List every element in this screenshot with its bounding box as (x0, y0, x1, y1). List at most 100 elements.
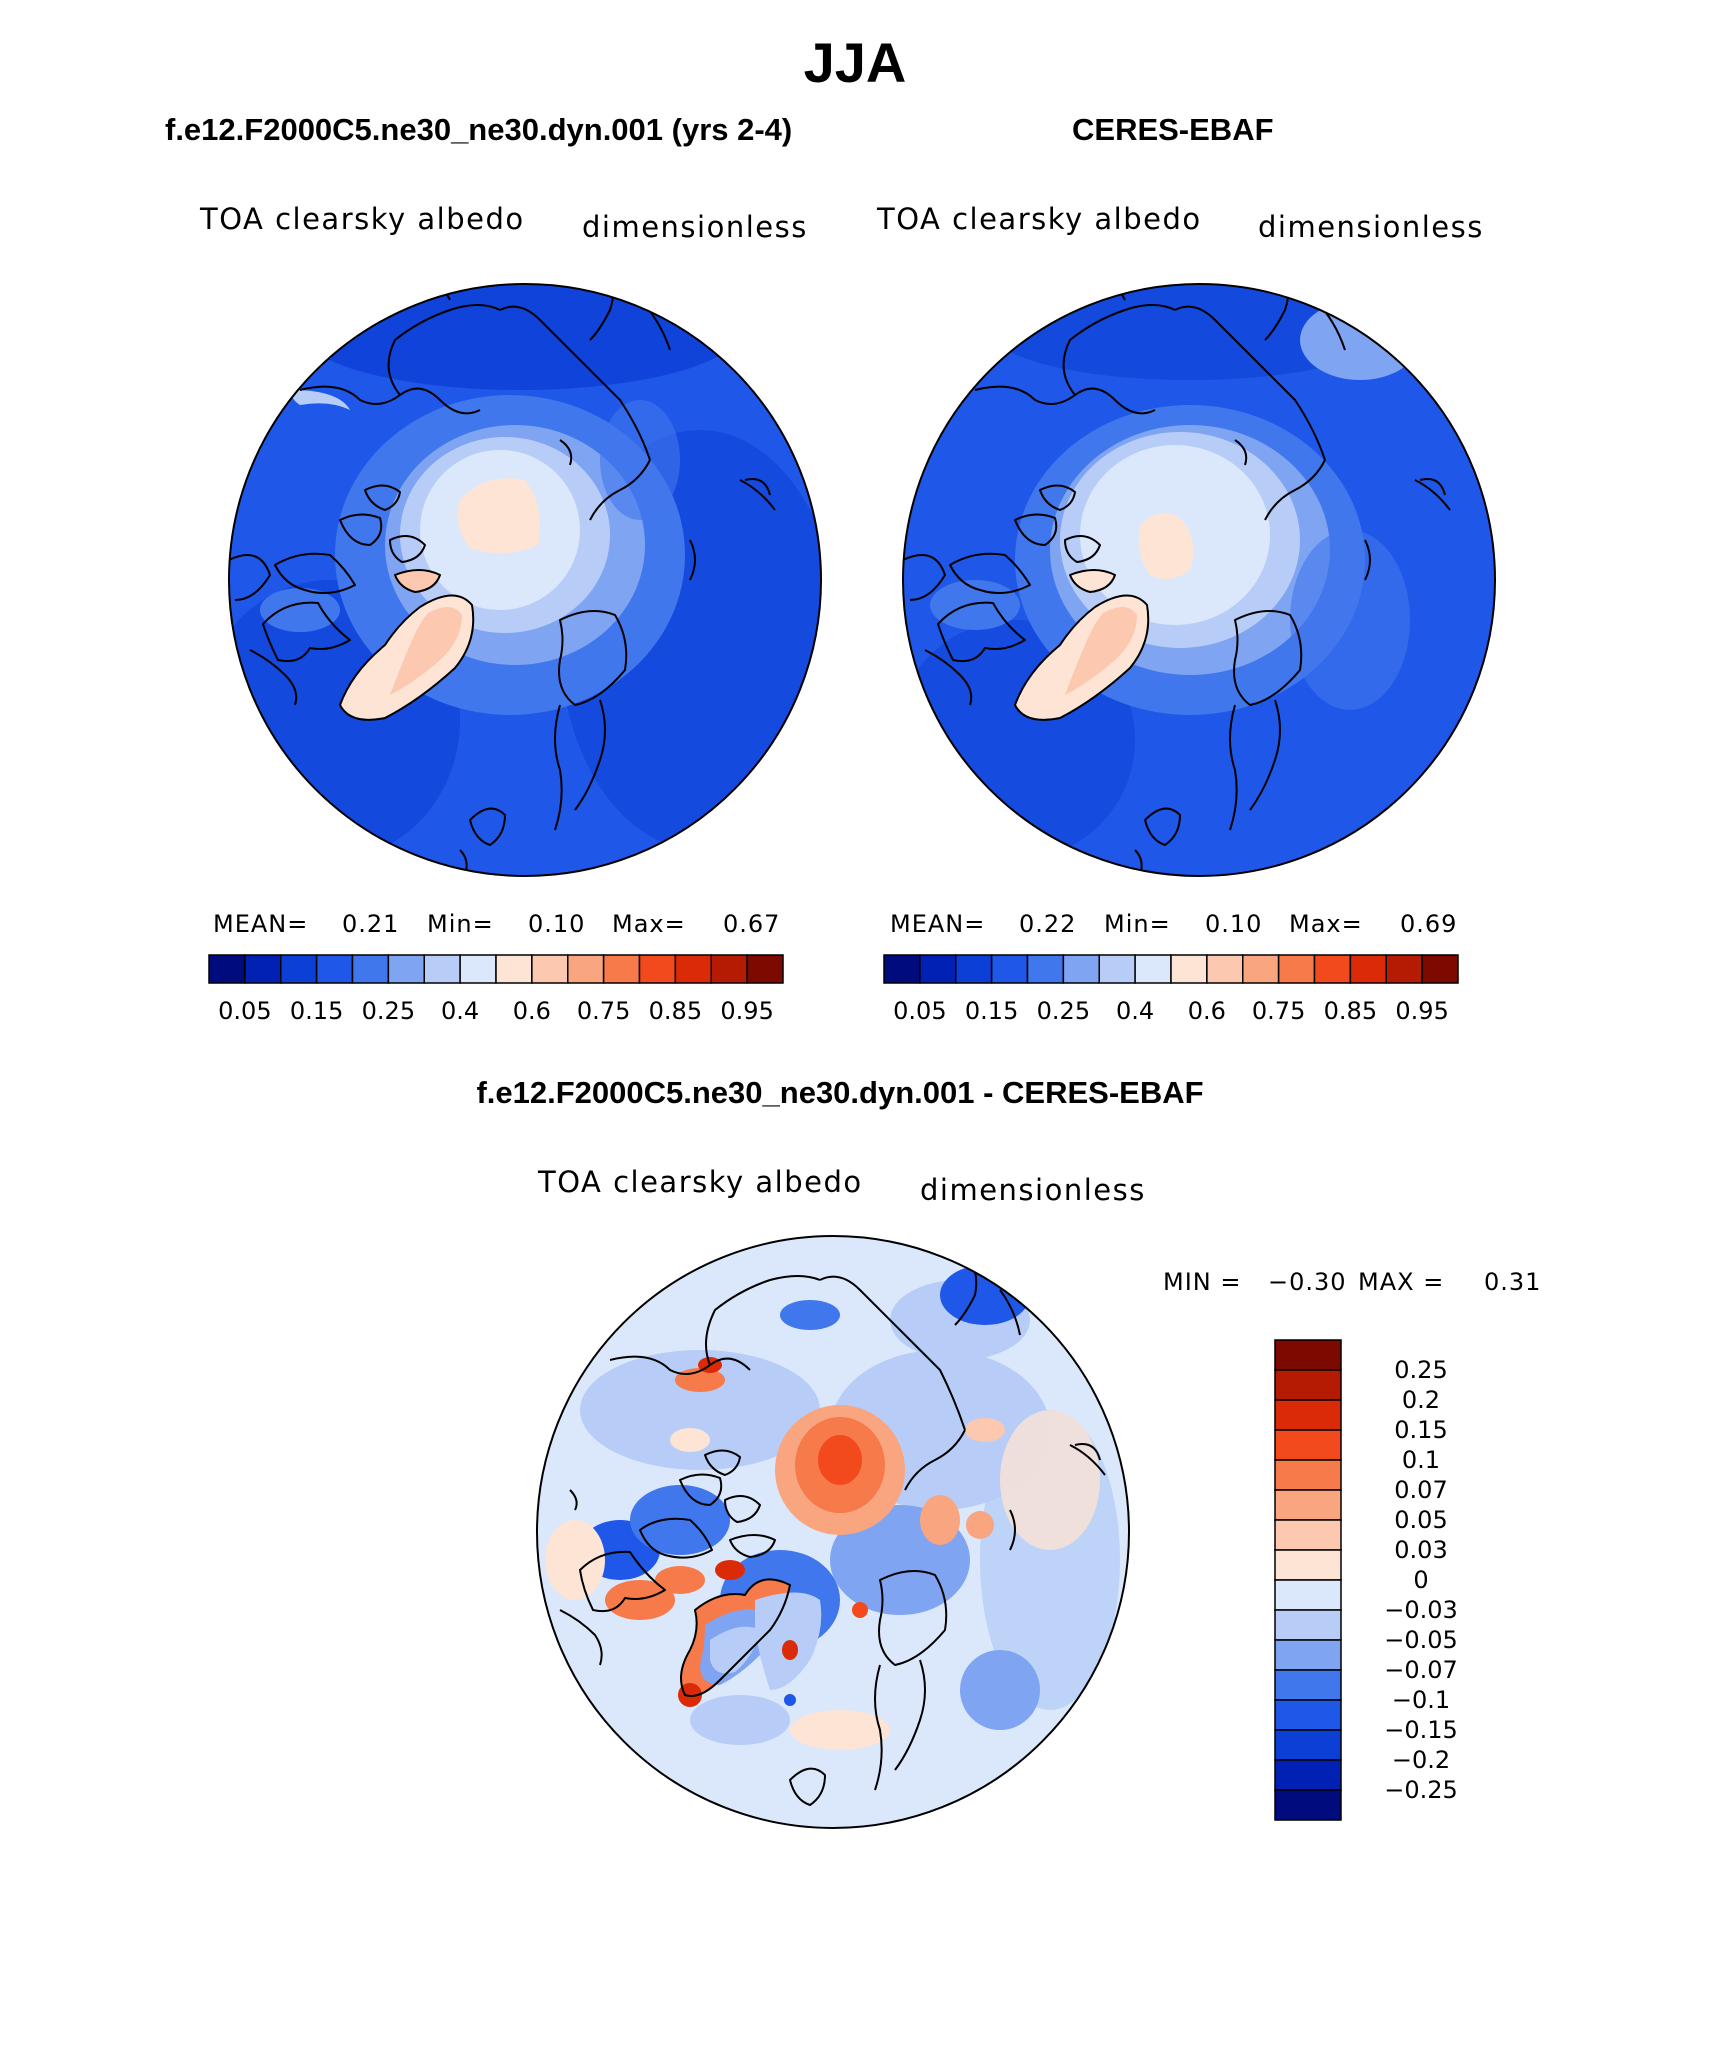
colorbar-observed-swatch (1206, 954, 1244, 984)
colorbar-observed: 0.05 0.15 0.25 0.4 0.6 0.75 0.85 0.95 (883, 954, 1459, 1025)
colorbar-model-swatch (638, 954, 677, 984)
colorbar-model-swatch (280, 954, 318, 984)
colorbar-model-swatch (423, 954, 461, 984)
colorbar-model-tick-label: 0.4 (441, 997, 479, 1025)
map3-border (536, 1235, 1130, 1829)
colorbar-model-tick-label: 0.85 (649, 997, 702, 1025)
panel1-units-label: dimensionless (582, 210, 808, 244)
map3-difference (536, 1235, 1130, 1829)
colorbar-difference-tick-label: 0.03 (1394, 1536, 1447, 1564)
panel2-variable-label: TOA clearsky albedo (877, 202, 1202, 236)
panel2-max-value: 0.69 (1400, 910, 1458, 938)
colorbar-difference-tick-label: −0.25 (1384, 1776, 1458, 1804)
colorbar-difference-swatch (1274, 1549, 1342, 1581)
colorbar-difference-tick-label: −0.03 (1384, 1596, 1458, 1624)
colorbar-difference-swatch (1274, 1789, 1342, 1821)
panel2-mean-value: 0.22 (1019, 910, 1077, 938)
colorbar-observed-swatch (1098, 954, 1136, 984)
colorbar-difference-tick-label: −0.05 (1384, 1626, 1458, 1654)
panel3-min-label: MIN = (1163, 1268, 1242, 1296)
colorbar-model-tick-label: 0.15 (290, 997, 343, 1025)
colorbar-model-tick-label: 0.95 (720, 997, 773, 1025)
map2-observed (902, 283, 1496, 877)
panel1-variable-label: TOA clearsky albedo (200, 202, 525, 236)
colorbar-difference-tick-label: 0.1 (1402, 1446, 1440, 1474)
colorbar-observed-tick-label: 0.4 (1116, 997, 1154, 1025)
colorbar-model-swatch (746, 954, 784, 984)
colorbar-difference-tick-label: 0.2 (1402, 1386, 1440, 1414)
colorbar-observed-swatch (919, 954, 957, 984)
panel2-units-label: dimensionless (1258, 210, 1484, 244)
panel2-min-label: Min= (1104, 910, 1171, 938)
panel1-title: f.e12.F2000C5.ne30_ne30.dyn.001 (yrs 2-4… (165, 112, 793, 147)
colorbar-model-swatch (351, 954, 390, 984)
colorbar-difference-tick-label: −0.2 (1392, 1746, 1450, 1774)
colorbar-difference-swatch (1274, 1579, 1342, 1611)
panel1-min-label: Min= (427, 910, 494, 938)
colorbar-observed-swatch (1134, 954, 1172, 984)
colorbar-difference-tick-label: 0.07 (1394, 1476, 1447, 1504)
colorbar-model-swatch (531, 954, 569, 984)
colorbar-difference-swatch (1274, 1519, 1342, 1551)
panel3-max-label: MAX = (1358, 1268, 1445, 1296)
colorbar-observed-tick-label: 0.05 (893, 997, 946, 1025)
colorbar-model-tick-label: 0.25 (362, 997, 415, 1025)
colorbar-observed-swatch (1421, 954, 1459, 984)
panel2-mean-label: MEAN= (890, 910, 986, 938)
colorbar-model-swatch (315, 954, 354, 984)
colorbar-difference-swatch (1274, 1609, 1342, 1641)
colorbar-model-tick-label: 0.05 (218, 997, 271, 1025)
colorbar-difference: 0.250.20.150.10.070.050.030−0.03−0.05−0.… (1274, 1339, 1458, 1821)
map1-border (228, 283, 822, 877)
colorbar-observed-tick-label: 0.75 (1252, 997, 1305, 1025)
colorbar-difference-swatch (1274, 1429, 1342, 1461)
panel3-max-value: 0.31 (1484, 1268, 1542, 1296)
colorbar-model-swatch (674, 954, 712, 984)
colorbar-difference-swatch (1274, 1669, 1342, 1701)
colorbar-observed-swatch (1313, 954, 1352, 984)
colorbar-model-swatch (602, 954, 641, 984)
colorbar-difference-swatch (1274, 1639, 1342, 1671)
colorbar-difference-swatch (1274, 1729, 1342, 1761)
colorbar-observed-swatch (1026, 954, 1065, 984)
colorbar-model-swatch (459, 954, 497, 984)
colorbar-observed-swatch (1385, 954, 1423, 984)
colorbar-difference-tick-label: 0 (1413, 1566, 1428, 1594)
colorbar-observed-swatch (1277, 954, 1316, 984)
colorbar-observed-tick-label: 0.6 (1188, 997, 1226, 1025)
map3-coastlines (559, 1249, 1106, 1806)
colorbar-observed-swatch (1062, 954, 1100, 984)
colorbar-model-swatch (495, 954, 533, 984)
colorbar-observed-tick-label: 0.85 (1324, 997, 1377, 1025)
colorbar-model: 0.05 0.15 0.25 0.4 0.6 0.75 0.85 0.95 (208, 954, 784, 1025)
colorbar-difference-tick-label: 0.15 (1394, 1416, 1447, 1444)
panel1-mean-value: 0.21 (342, 910, 400, 938)
panel2-min-value: 0.10 (1205, 910, 1263, 938)
panel3-min-value: −0.30 (1268, 1268, 1347, 1296)
colorbar-observed-swatch (1349, 954, 1387, 984)
map2-border (902, 283, 1496, 877)
panel3-title: f.e12.F2000C5.ne30_ne30.dyn.001 - CERES-… (476, 1075, 1204, 1110)
colorbar-difference-swatch (1274, 1339, 1342, 1371)
colorbar-difference-swatch (1274, 1459, 1342, 1491)
colorbar-difference-swatch (1274, 1369, 1342, 1401)
colorbar-difference-tick-label: −0.1 (1392, 1686, 1450, 1714)
colorbar-observed-tick-label: 0.15 (965, 997, 1018, 1025)
colorbar-difference-swatch (1274, 1759, 1342, 1791)
colorbar-difference-swatch (1274, 1399, 1342, 1431)
panel1-max-label: Max= (612, 910, 686, 938)
colorbar-difference-swatch (1274, 1699, 1342, 1731)
colorbar-difference-swatch (1274, 1489, 1342, 1521)
colorbar-observed-swatch (990, 954, 1029, 984)
colorbar-observed-swatch (1242, 954, 1280, 984)
colorbar-observed-tick-label: 0.95 (1395, 997, 1448, 1025)
panel1-max-value: 0.67 (723, 910, 781, 938)
panel1-min-value: 0.10 (528, 910, 586, 938)
colorbar-observed-tick-label: 0.25 (1037, 997, 1090, 1025)
colorbar-observed-swatch (955, 954, 993, 984)
colorbar-observed-swatch (883, 954, 921, 984)
colorbar-model-swatch (208, 954, 246, 984)
colorbar-model-tick-label: 0.6 (513, 997, 551, 1025)
colorbar-difference-tick-label: −0.07 (1384, 1656, 1458, 1684)
